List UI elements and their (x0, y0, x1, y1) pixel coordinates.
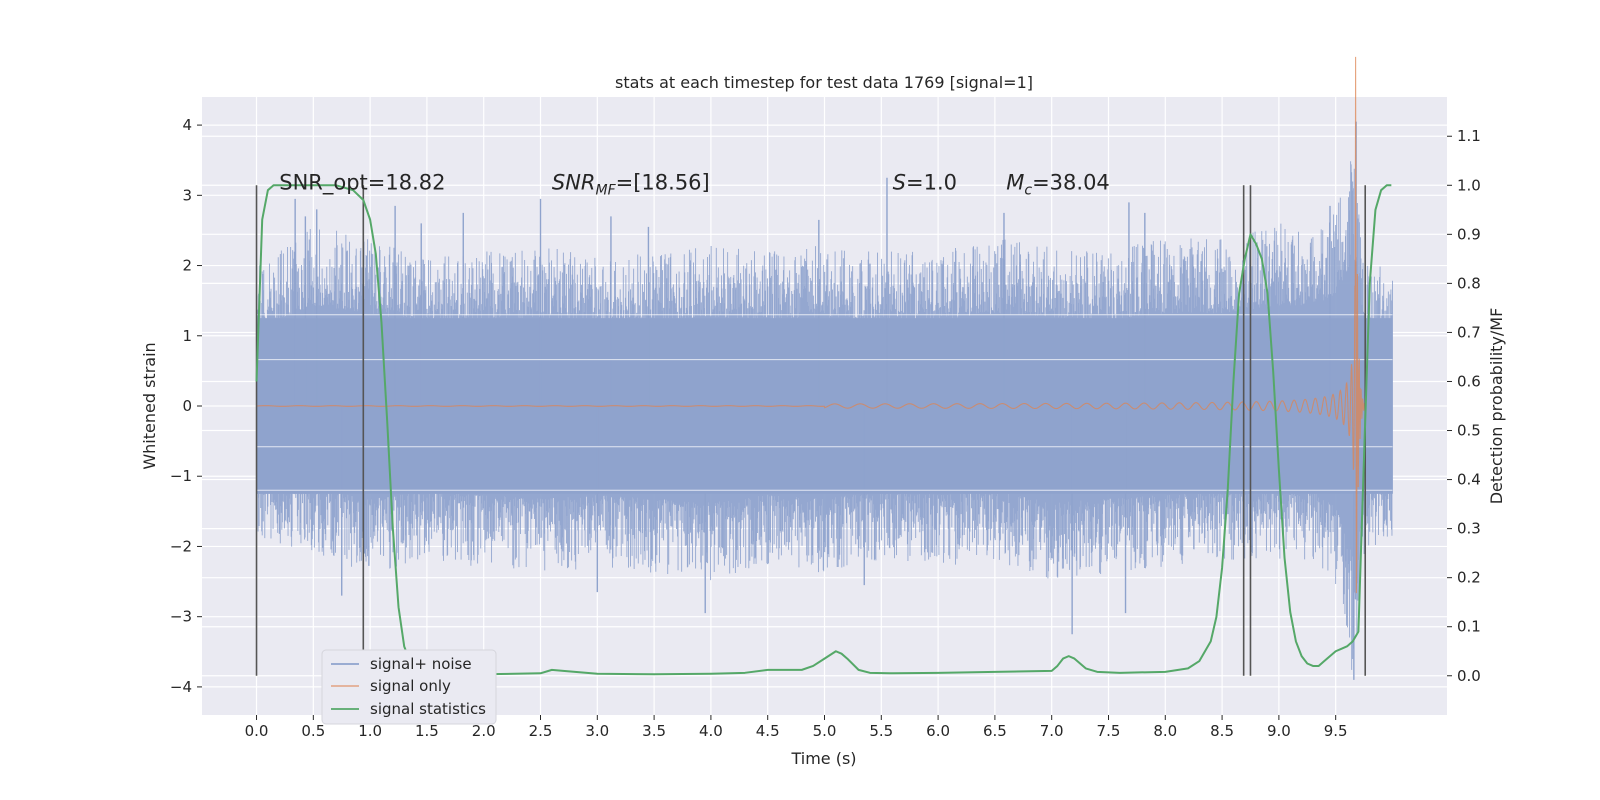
x-axis-ticks: 0.0 0.5 1.0 1.5 2.0 2.5 3.0 3.5 4.0 4.5 5.0 5.5 6.0 6… (245, 715, 1348, 740)
y-tick-label: 1 (182, 327, 192, 345)
y-tick-label: 3 (182, 186, 192, 204)
y-tick-label: 4 (182, 116, 192, 134)
y2-tick-label: 1.1 (1457, 127, 1481, 145)
x-axis-label: Time (s) (790, 749, 856, 768)
x-tick-label: 1.5 (415, 722, 439, 740)
y2-tick-label: 0.9 (1457, 225, 1481, 243)
x-tick-label: 9.0 (1267, 722, 1291, 740)
y2-tick-label: 0.8 (1457, 274, 1481, 292)
annotation-snr-opt: SNR_opt=18.82 (279, 170, 445, 195)
y2-tick-label: 0.1 (1457, 618, 1481, 636)
x-tick-label: 8.0 (1153, 722, 1177, 740)
x-tick-label: 2.5 (529, 722, 553, 740)
annotations: SNR_opt=18.82 SNRMF=[18.56] S=1.0 Mc=38.04 (279, 170, 1110, 198)
x-tick-label: 0.5 (301, 722, 325, 740)
annotation-s-val: S=1.0 (893, 170, 957, 194)
legend-label-signal-noise: signal+ noise (370, 655, 472, 673)
x-tick-label: 5.0 (813, 722, 837, 740)
y2-tick-label: 1.0 (1457, 176, 1481, 194)
x-tick-label: 4.5 (756, 722, 780, 740)
probability-line (255, 184, 1392, 676)
y2-tick-label: 0.4 (1457, 471, 1481, 489)
legend-label-signal-statistics: signal statistics (370, 700, 486, 718)
y-tick-label: −2 (170, 537, 192, 555)
legend: signal+ noise signal only signal statist… (321, 649, 497, 725)
legend-box (321, 649, 497, 725)
y2-tick-label: 0.6 (1457, 372, 1481, 390)
y2-tick-label: 0.2 (1457, 569, 1481, 587)
x-tick-label: 7.5 (1097, 722, 1121, 740)
x-tick-label: 3.0 (585, 722, 609, 740)
y2-axis-label: Detection probability/MF (1487, 308, 1506, 505)
x-tick-label: 0.0 (245, 722, 269, 740)
y-tick-label: −1 (170, 467, 192, 485)
y-tick-label: 0 (182, 397, 192, 415)
y2-tick-label: 0.7 (1457, 323, 1481, 341)
x-tick-label: 6.0 (926, 722, 950, 740)
legend-label-signal-only: signal only (370, 677, 451, 695)
x-tick-label: 2.0 (472, 722, 496, 740)
y-axis-ticks: −4 −3 −2 −1 0 1 2 3 4 (170, 116, 202, 696)
chirp-trace (256, 56, 1366, 594)
y-axis-label: Whitened strain (140, 342, 159, 469)
x-tick-label: 9.5 (1324, 722, 1348, 740)
y2-tick-label: 0.5 (1457, 422, 1481, 440)
series-signal-statistics (255, 184, 1392, 676)
x-tick-label: 5.5 (869, 722, 893, 740)
series-signal-only (256, 56, 1366, 594)
y-tick-label: 2 (182, 257, 192, 275)
x-tick-label: 4.0 (699, 722, 723, 740)
x-tick-label: 8.5 (1210, 722, 1234, 740)
chart-title: stats at each timestep for test data 176… (615, 73, 1033, 92)
y-tick-label: −4 (170, 678, 192, 696)
annotation-mc-val: Mc=38.04 (1006, 170, 1110, 198)
x-tick-label: 3.5 (642, 722, 666, 740)
y2-axis-ticks: 0.0 0.1 0.2 0.3 0.4 0.5 0.6 0.7 0.8 0.9 1.0 1.1 (1447, 127, 1481, 685)
x-tick-label: 1.0 (358, 722, 382, 740)
x-tick-label: 6.5 (983, 722, 1007, 740)
y2-tick-label: 0.3 (1457, 520, 1481, 538)
y-tick-label: −3 (170, 608, 192, 626)
x-tick-label: 7.0 (1040, 722, 1064, 740)
annotation-snr-mf: SNRMF=[18.56] (552, 170, 710, 198)
y2-tick-label: 0.0 (1457, 667, 1481, 685)
